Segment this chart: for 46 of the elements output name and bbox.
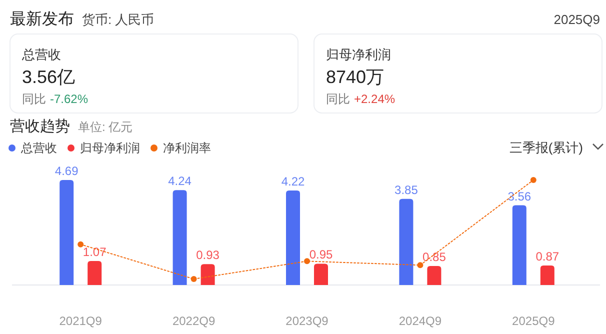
text: 三季报(累计) (509, 140, 583, 155)
point (304, 258, 310, 264)
legend-label: 归母净利润 (80, 141, 140, 155)
bar (399, 198, 414, 285)
bar (88, 261, 102, 285)
text: 最新发布 (10, 10, 74, 28)
legend-label: 净利润率 (163, 141, 211, 155)
bar (172, 190, 187, 285)
bar (540, 266, 554, 285)
bar (314, 264, 328, 285)
bar (60, 180, 74, 285)
data-label: 0.95 (309, 248, 333, 262)
text: +2.24% (354, 92, 396, 106)
bar (286, 190, 300, 285)
text: 2025Q9 (554, 12, 600, 27)
text: 同比 (22, 92, 46, 106)
data-label: 3.56 (508, 189, 532, 204)
text: 3.56亿 (22, 67, 76, 87)
x-tick-label: 2024Q9 (398, 314, 442, 328)
text: 8740万 (326, 67, 384, 87)
data-label: 0.87 (536, 250, 560, 264)
chart-title: 营收趋势 (10, 118, 70, 135)
data-label: 4.24 (168, 174, 192, 188)
data-label: 4.69 (54, 164, 79, 178)
text: 货币: 人民币 (82, 12, 154, 27)
data-label: 1.07 (82, 245, 107, 260)
text: 归母净利润 (326, 47, 391, 62)
data-label: 4.22 (281, 174, 305, 189)
legend-label: 总营收 (20, 141, 57, 155)
bar (200, 264, 215, 285)
chart-subtitle: 单位: 亿元 (78, 120, 133, 134)
x-tick-label: 2025Q9 (512, 314, 556, 328)
text: -7.62% (50, 92, 88, 106)
point (190, 276, 197, 282)
x-tick-label: 2023Q9 (286, 314, 329, 328)
data-label: 0.93 (196, 248, 220, 262)
x-tick-label: 2022Q9 (172, 314, 216, 328)
text: 同比 (326, 92, 350, 106)
point (417, 262, 424, 268)
text: 总营收 (21, 47, 61, 62)
bar (512, 205, 526, 285)
x-tick-label: 2021Q9 (59, 314, 102, 328)
point (78, 241, 84, 248)
data-label: 3.85 (394, 182, 418, 197)
bar (427, 266, 442, 285)
point (530, 177, 536, 183)
